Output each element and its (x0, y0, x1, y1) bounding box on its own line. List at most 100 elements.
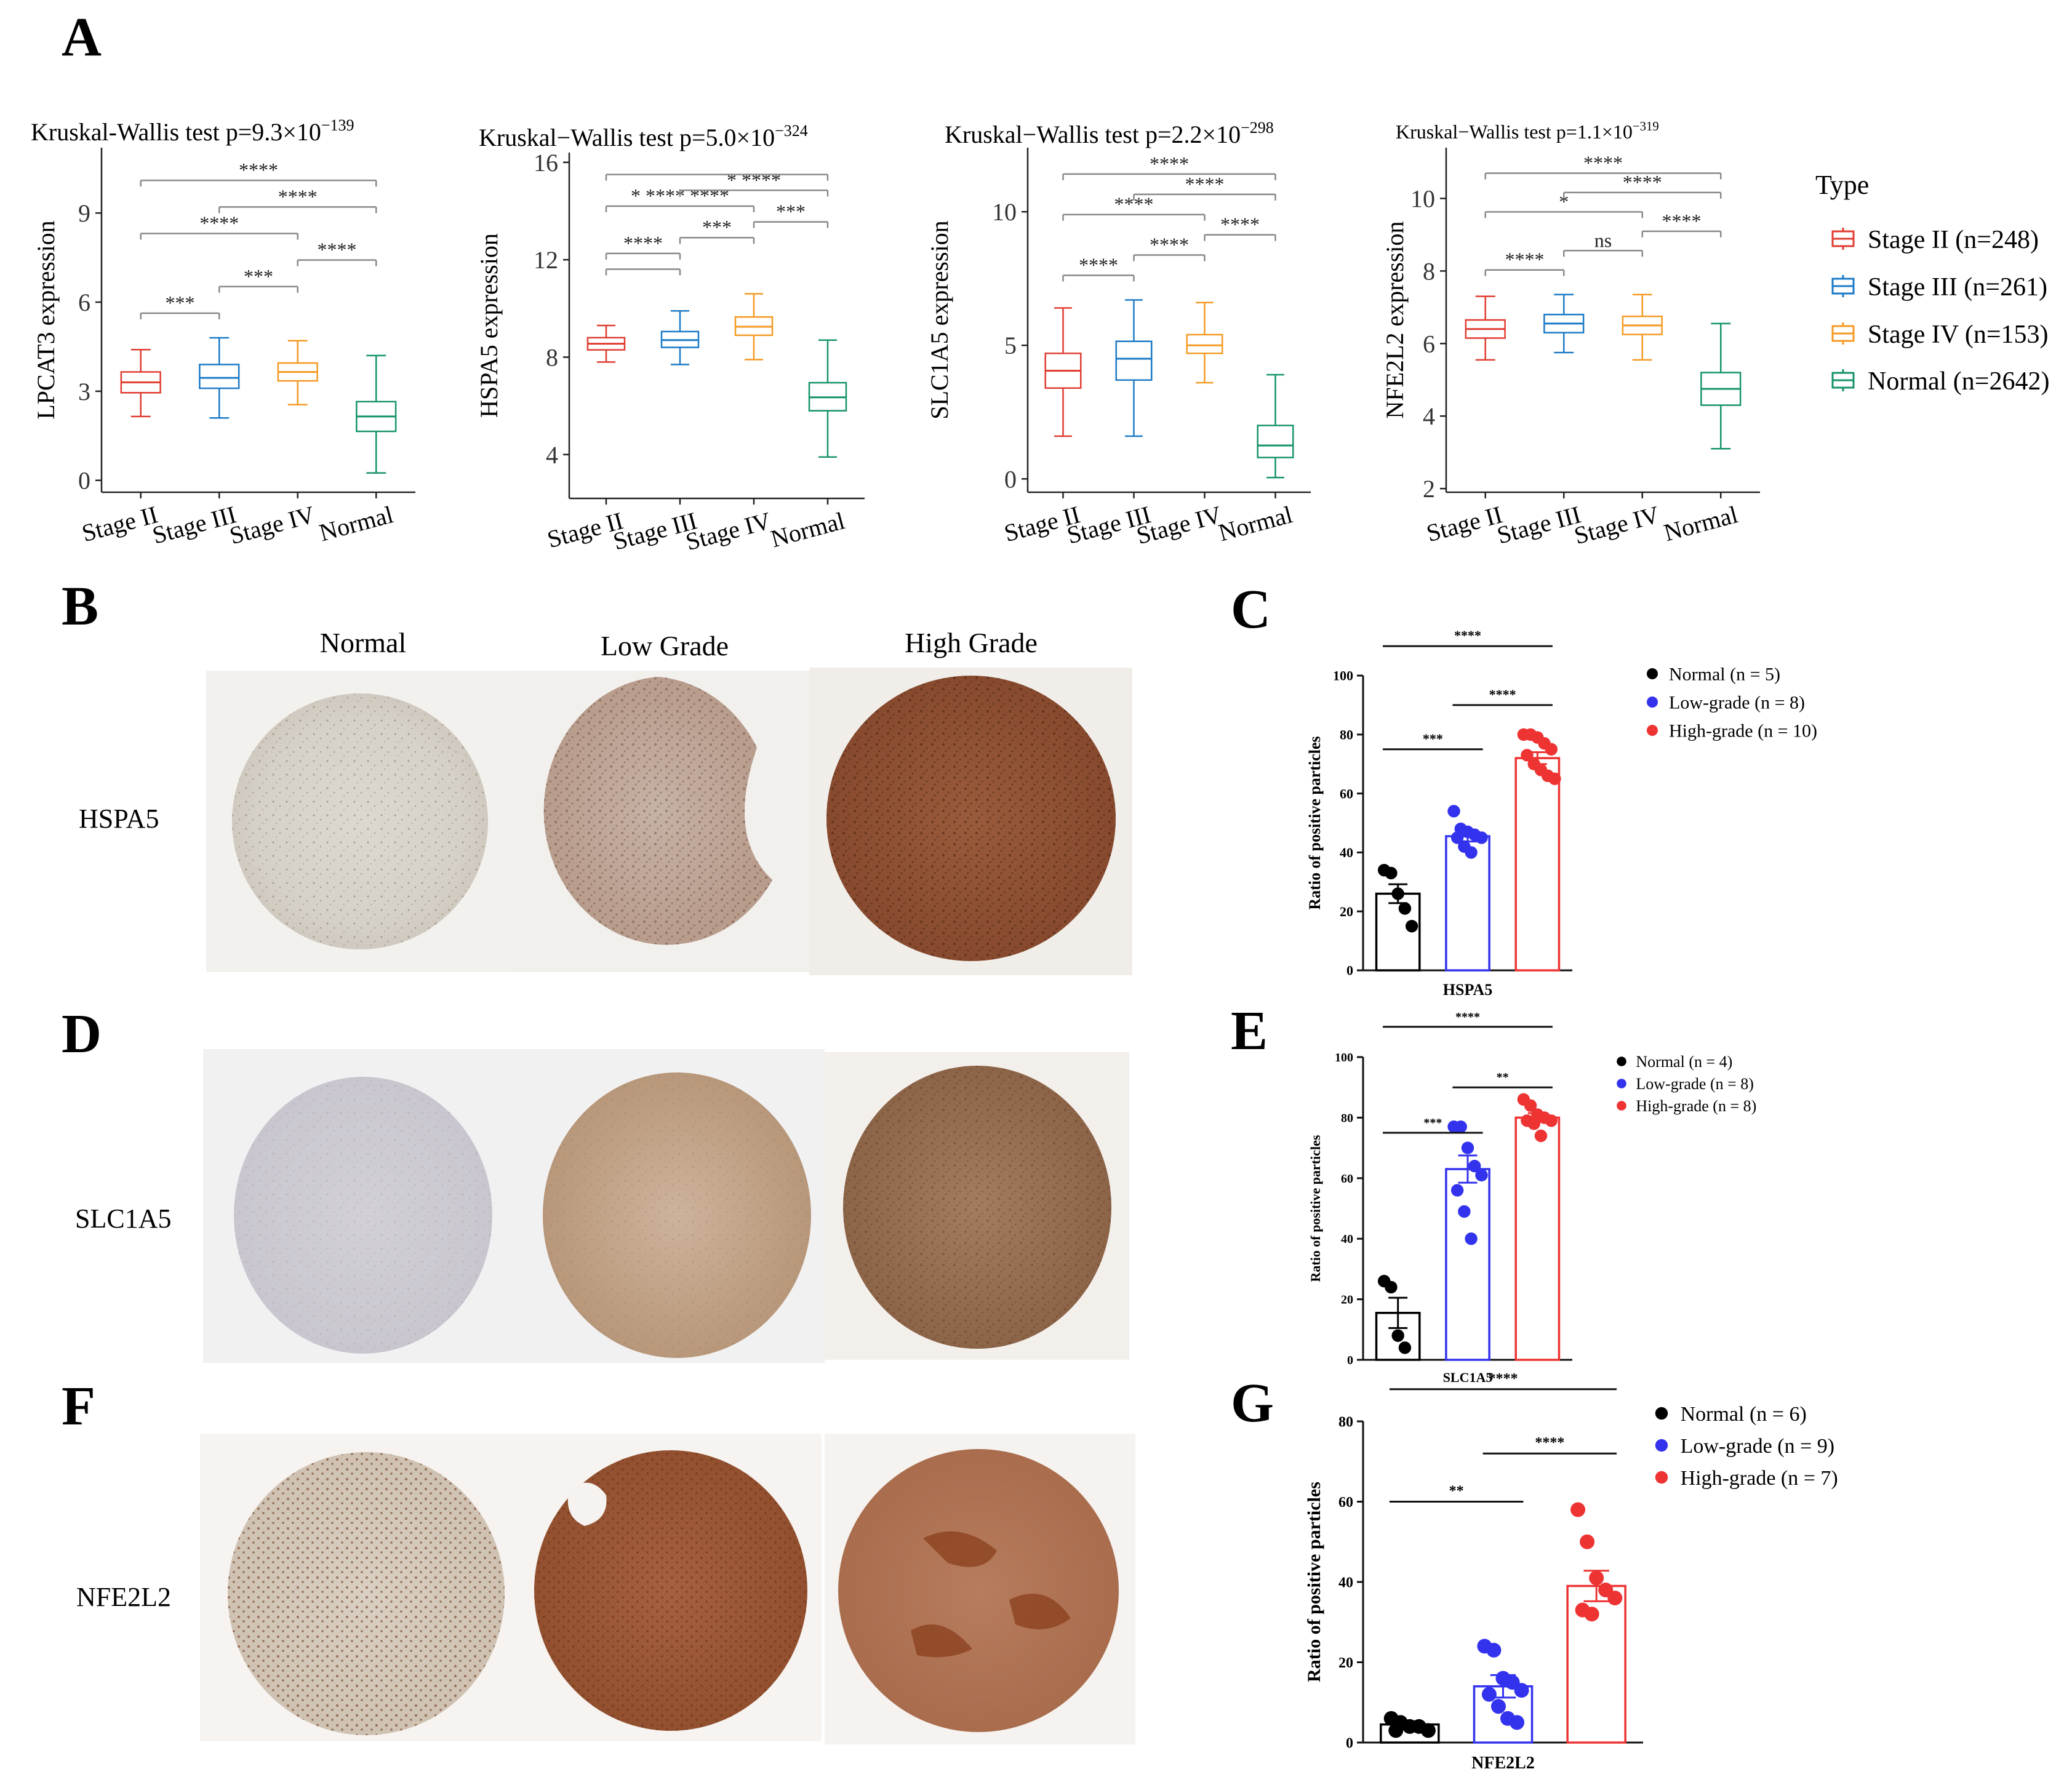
x-tick-label: Normal (768, 506, 848, 553)
panel-letter-g: G (1231, 1373, 1274, 1434)
data-point (1475, 1168, 1488, 1182)
legend-key-stage2 (1831, 228, 1855, 250)
sig-label: * (1559, 190, 1569, 212)
sig-label: *** (1423, 1116, 1442, 1130)
boxplot-nfe2l2: Kruskal−Wallis test p=1.1×10−319 2 4 6 8 10NF… (1381, 119, 1760, 549)
x-axis-label: SLC1A5 (1443, 1370, 1493, 1385)
y-tick-label: 100 (1335, 1051, 1353, 1064)
sig-label: * **** (727, 169, 781, 191)
x-tick-label: Stage II (79, 500, 161, 547)
sig-label: **** (1505, 249, 1545, 271)
y-tick-label: 4 (546, 441, 558, 469)
barchart-hspa5: 0 20 40 60 80 100 Ratio of positive particles H… (1306, 628, 1817, 999)
boxplot-slc1a5: Kruskal−Wallis test p=2.2×10−298 0 5 10 SLC1… (926, 119, 1311, 549)
y-tick-label: 60 (1338, 1495, 1353, 1511)
y-tick-label: 4 (1423, 402, 1435, 430)
x-tick-label: Stage IV (682, 506, 774, 556)
sig-label: **** (1079, 254, 1118, 276)
title-text: Kruskal-Wallis test p=9.3×10 (31, 118, 321, 146)
data-point (1545, 743, 1558, 756)
data-point (1570, 1502, 1586, 1517)
legend-label: High-grade (n = 10) (1669, 721, 1817, 741)
legend-dot (1655, 1471, 1668, 1484)
legend-label: Normal (n = 6) (1681, 1403, 1807, 1426)
panel-letter-c: C (1231, 579, 1271, 640)
box (1186, 333, 1223, 354)
y-tick-label: 0 (78, 467, 90, 495)
title-exponent: −139 (321, 116, 354, 134)
title-exponent: −319 (1633, 119, 1659, 134)
sig-label: *** (776, 201, 806, 223)
legend-dot (1617, 1101, 1626, 1111)
boxplot-hspa5: Kruskal−Wallis test p=5.0×10−324 4 8 12 16 HS… (475, 122, 865, 556)
panel-letter-a: A (62, 7, 102, 68)
box (199, 364, 240, 389)
data-point (1584, 1607, 1599, 1622)
sig-label: **** (318, 239, 357, 261)
legend-label: Normal (n = 5) (1669, 665, 1780, 685)
box (1115, 340, 1153, 381)
y-axis-label: SLC1A5 expression (926, 220, 953, 419)
y-axis-label: Ratio of positive particles (1308, 1135, 1323, 1282)
barchart-slc1a5: 0 20 40 60 80 100 Ratio of positive particles S… (1308, 1010, 1756, 1385)
sig-label: **** (1185, 173, 1225, 195)
data-point (1465, 846, 1478, 859)
y-tick-label: 0 (1346, 1735, 1353, 1751)
sig-label: **** (1455, 1010, 1480, 1024)
sig-label: *** (166, 292, 195, 314)
legend-normal: Normal (n=2642) (1868, 367, 2049, 396)
sig-label: *** (1423, 731, 1443, 746)
data-point (1385, 866, 1398, 880)
chart-title: Kruskal−Wallis test p=1.1×10−319 (1396, 119, 1659, 143)
y-tick-label: 16 (534, 149, 558, 177)
data-point (1580, 1534, 1595, 1549)
data-point (1510, 1715, 1525, 1730)
sig-label: **** (278, 185, 318, 207)
y-tick-label: 100 (1333, 668, 1353, 684)
chart-title: Kruskal-Wallis test p=9.3×10−139 (31, 116, 354, 146)
data-point (1398, 902, 1412, 915)
y-tick-label: 0 (1004, 465, 1017, 493)
sig-label: *** (702, 216, 732, 238)
tissue-images: Normal Low Grade High Grade HSPA5 SLC1A5… (75, 627, 1135, 1744)
x-tick-label: Normal (316, 500, 396, 546)
legend-label: Low-grade (n = 9) (1681, 1435, 1834, 1458)
boxplot-lpcat3: Kruskal-Wallis test p=9.3×10−139 0 3 6 9 LPCA… (31, 116, 415, 549)
sig-label: ** (1449, 1483, 1464, 1499)
sig-label: **** (1220, 214, 1260, 236)
barchart-nfe2l2: 0 20 40 60 80 Ratio of positive particles NFE2… (1304, 1371, 1838, 1773)
bar (1445, 1168, 1490, 1361)
data-point (1420, 1723, 1436, 1738)
legend-key-normal (1831, 369, 1855, 391)
y-axis-label: NFE2L2 expression (1381, 221, 1409, 418)
sig-label: **** (623, 232, 663, 254)
data-point (1468, 1159, 1481, 1173)
legend-key-stage4 (1831, 322, 1855, 345)
sig-label: **** (1150, 153, 1189, 175)
data-point (1534, 1129, 1548, 1143)
data-point (1486, 1642, 1502, 1658)
x-tick-label: Stage IV (1571, 500, 1662, 549)
y-tick-label: 12 (534, 246, 558, 274)
data-point (1461, 1141, 1474, 1154)
sig-label: **** (239, 159, 278, 181)
legend-dot (1647, 668, 1658, 679)
legend-label: Low-grade (n = 8) (1636, 1075, 1754, 1093)
x-tick-label: Normal (1215, 500, 1295, 546)
sig-label: **** (1623, 171, 1662, 193)
legend-label: High-grade (n = 7) (1681, 1467, 1838, 1490)
legend-stage4: Stage IV (n=153) (1868, 321, 2049, 349)
data-point (1450, 1184, 1464, 1197)
row-label-hspa5: HSPA5 (79, 804, 159, 834)
y-tick-label: 9 (78, 199, 90, 227)
col-header-low: Low Grade (601, 630, 729, 661)
y-tick-label: 40 (1338, 1575, 1353, 1591)
title-text: Kruskal−Wallis test p=1.1×10 (1396, 121, 1633, 143)
sig-label: **** (1489, 1371, 1518, 1387)
data-point (1521, 749, 1534, 762)
title-exponent: −298 (1241, 119, 1274, 137)
sig-label: **** (1535, 1435, 1564, 1451)
x-axis-label: HSPA5 (1443, 981, 1492, 999)
y-tick-label: 10 (992, 198, 1017, 226)
